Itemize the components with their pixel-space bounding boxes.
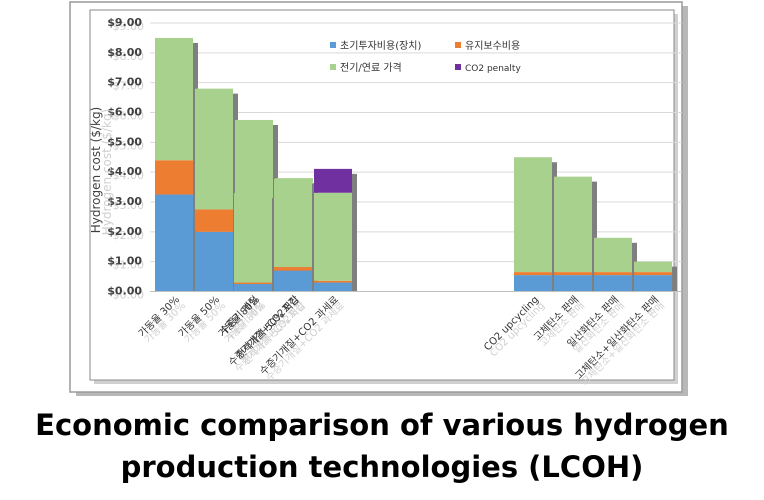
- bar-shadow: [352, 173, 357, 292]
- y-tick-label: $5.00: [107, 135, 142, 148]
- bar-segment-electricity-fuel: [554, 176, 592, 273]
- y-tick-label-shadow: $2.00: [113, 229, 145, 242]
- bar-segment-maintenance: [594, 272, 632, 276]
- y-tick-label-shadow: $1.00: [113, 259, 145, 272]
- y-tick-label: $0.00: [107, 285, 142, 298]
- bar-segment-initial-investment: [155, 194, 193, 292]
- bar-segment-electricity-fuel: [314, 192, 352, 281]
- y-axis-label-shadow: Hydrogen cost ($/kg): [100, 109, 114, 236]
- y-tick-label: $7.00: [107, 76, 142, 89]
- bar-segment-electricity-fuel: [594, 237, 632, 273]
- bar-segment-electricity-fuel: [195, 88, 233, 210]
- y-tick-label-shadow: $7.00: [113, 80, 145, 93]
- bar-segment-electricity-fuel: [155, 37, 193, 161]
- y-tick-label: $4.00: [107, 165, 142, 178]
- y-tick-label: $6.00: [107, 106, 142, 119]
- legend-label-maintenance: 유지보수비용: [465, 40, 520, 52]
- bar-segment-electricity-fuel: [634, 261, 672, 273]
- bar-segment-initial-investment: [195, 231, 233, 292]
- figure-caption: Economic comparison of various hydrogen …: [0, 404, 764, 488]
- bar-segment-maintenance: [554, 272, 592, 276]
- caption-line-1: Economic comparison of various hydrogen: [35, 408, 729, 442]
- bar-segment-electricity-fuel: [274, 179, 312, 268]
- y-tick-label: $9.00: [107, 16, 142, 29]
- bar-segment-initial-investment: [314, 282, 352, 292]
- bar-shadow: [672, 266, 677, 292]
- caption-line-2: production technologies (LCOH): [120, 450, 644, 484]
- legend-label-co2-penalty: CO2 penalty: [465, 64, 521, 74]
- bar-segment-initial-investment: [274, 270, 312, 292]
- bar-segment-initial-investment: [514, 275, 552, 292]
- chart-frame: $0.00$0.00 $1.00$1.00 $2.00$2.00 $3.00$3.00…: [69, 1, 688, 396]
- bar-segment-maintenance: [314, 280, 352, 283]
- bar-segment-maintenance: [634, 272, 672, 276]
- y-tick-label: $1.00: [107, 255, 142, 268]
- bar-segment-maintenance: [195, 209, 233, 232]
- y-tick-label-shadow: $0.00: [113, 289, 145, 302]
- y-axis-tick-labels: $0.00$0.00 $1.00$1.00 $2.00$2.00 $3.00$3.00…: [107, 16, 144, 302]
- bar-segment-maintenance: [514, 272, 552, 276]
- legend-swatch-initial-investment: [330, 42, 336, 48]
- legend-swatch-co2-penalty: [455, 64, 461, 70]
- bar-segment-electricity-fuel: [234, 193, 272, 283]
- legend-label-initial-investment: 초기투자비용(장치): [340, 40, 422, 52]
- bar-segment-initial-investment: [594, 275, 632, 292]
- bar-segment-maintenance: [274, 267, 312, 271]
- y-tick-label: $8.00: [107, 46, 142, 59]
- bar-segment-electricity-fuel: [514, 157, 552, 273]
- bar-segment-co2-penalty: [314, 168, 352, 193]
- bar-segment-initial-investment: [234, 284, 272, 292]
- y-axis-label: Hydrogen cost ($/kg): [89, 107, 103, 234]
- y-tick-label-shadow: $5.00: [113, 139, 145, 152]
- bar-segment-maintenance: [234, 282, 272, 285]
- y-tick-label-shadow: $8.00: [113, 50, 145, 63]
- y-tick-label-shadow: $6.00: [113, 110, 145, 123]
- bar-segment-maintenance: [155, 160, 193, 195]
- y-tick-label: $3.00: [107, 195, 142, 208]
- bar-shadow: [592, 181, 597, 292]
- bar-segment-initial-investment: [554, 275, 592, 292]
- bar-segment-initial-investment: [634, 275, 672, 292]
- legend-swatch-maintenance: [455, 42, 461, 48]
- y-tick-label: $2.00: [107, 225, 142, 238]
- y-tick-label-shadow: $3.00: [113, 199, 145, 212]
- y-tick-label-shadow: $9.00: [113, 20, 145, 33]
- y-tick-label-shadow: $4.00: [113, 169, 145, 182]
- legend-swatch-electricity-fuel: [330, 64, 336, 70]
- legend-label-electricity-fuel: 전기/연료 가격: [340, 61, 402, 74]
- bars: [155, 37, 677, 292]
- legend: 초기투자비용(장치) 유지보수비용 전기/연료 가격 CO2 penalty: [330, 40, 521, 74]
